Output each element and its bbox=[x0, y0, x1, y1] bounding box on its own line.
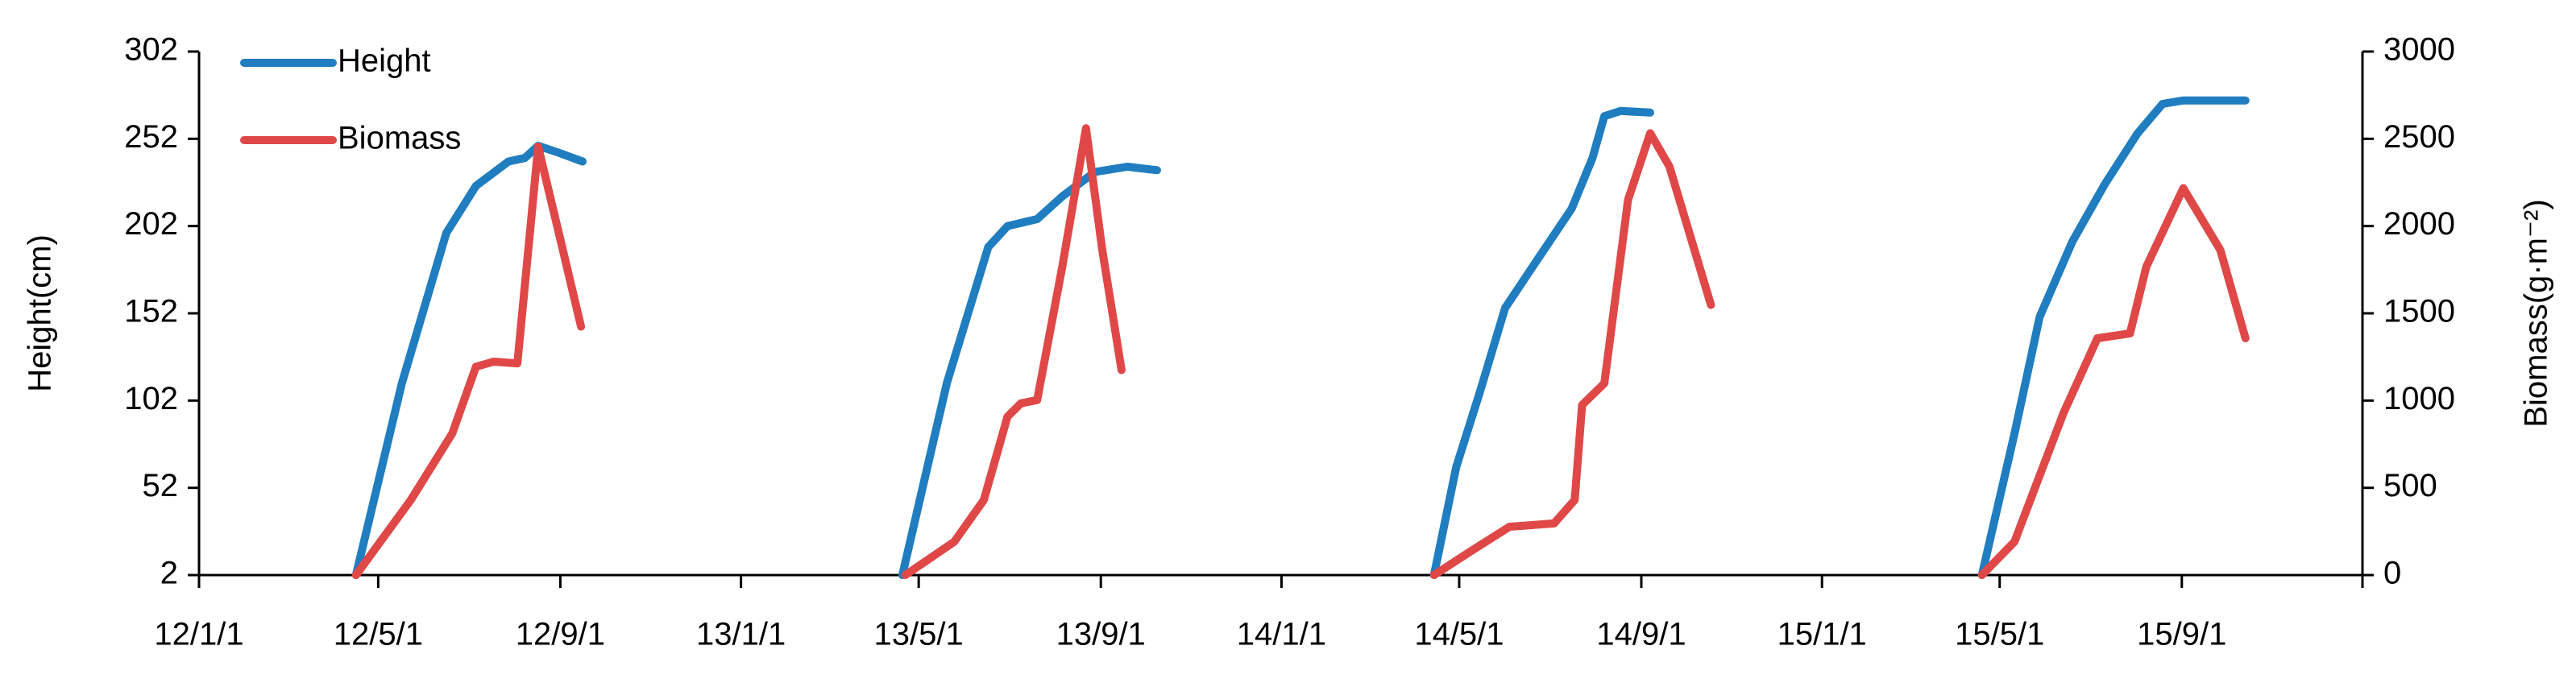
x-tick-label: 15/9/1 bbox=[2137, 617, 2226, 652]
y-tick-label: 202 bbox=[124, 206, 178, 242]
y-tick-label: 102 bbox=[124, 381, 178, 416]
y-tick-label: 2 bbox=[160, 556, 178, 591]
y2-tick-label: 3000 bbox=[2383, 32, 2455, 68]
y-tick-label: 252 bbox=[124, 119, 178, 155]
x-tick-label: 14/1/1 bbox=[1237, 617, 1326, 652]
x-tick-label: 14/5/1 bbox=[1414, 617, 1504, 652]
x-tick-label: 12/5/1 bbox=[334, 617, 423, 652]
x-tick-label: 13/1/1 bbox=[696, 617, 786, 652]
y2-axis-title: Biomass(g·m⁻²) bbox=[2519, 199, 2554, 427]
legend-label: Height bbox=[338, 43, 431, 79]
y-tick-label: 52 bbox=[143, 468, 179, 503]
y-tick-label: 152 bbox=[124, 294, 178, 329]
y2-tick-label: 1500 bbox=[2383, 294, 2455, 329]
y2-tick-label: 2000 bbox=[2383, 206, 2455, 242]
series-line bbox=[351, 124, 2250, 579]
x-tick-label: 15/5/1 bbox=[1955, 617, 2044, 652]
x-tick-label: 13/5/1 bbox=[874, 617, 964, 652]
x-tick-label: 15/1/1 bbox=[1777, 617, 1867, 652]
series-line bbox=[351, 96, 2250, 579]
y2-tick-label: 0 bbox=[2383, 556, 2401, 591]
x-tick-label: 13/9/1 bbox=[1056, 617, 1146, 652]
x-tick-label: 12/1/1 bbox=[154, 617, 243, 652]
y-tick-label: 302 bbox=[124, 32, 178, 68]
x-tick-label: 14/9/1 bbox=[1596, 617, 1686, 652]
y2-tick-label: 500 bbox=[2383, 468, 2437, 503]
x-tick-label: 12/9/1 bbox=[516, 617, 605, 652]
y2-tick-label: 2500 bbox=[2383, 119, 2455, 155]
y-axis-title: Height(cm) bbox=[23, 234, 58, 392]
y2-tick-label: 1000 bbox=[2383, 381, 2455, 416]
legend-label: Biomass bbox=[338, 121, 461, 156]
